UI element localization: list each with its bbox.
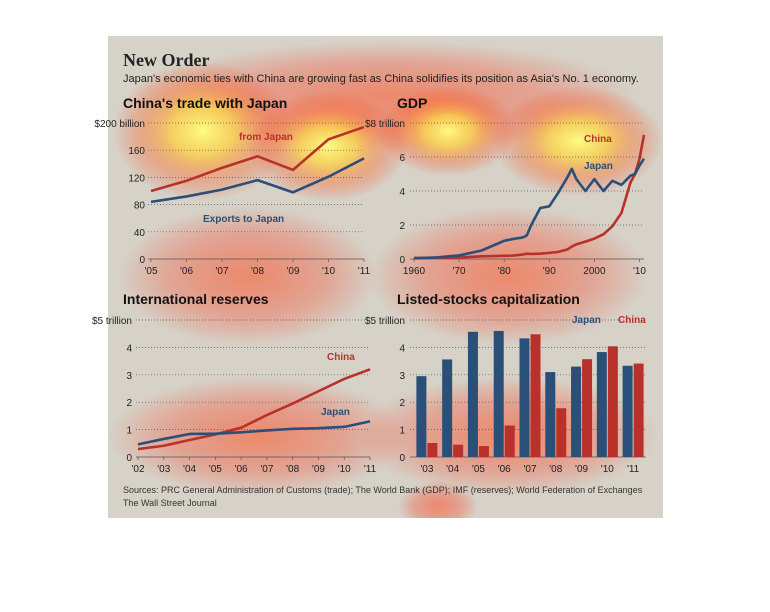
stocks-bar-china bbox=[504, 425, 515, 457]
stocks-bar-china bbox=[453, 444, 464, 457]
reserves-xtick-label: '09 bbox=[312, 464, 325, 475]
trade-ytick-label: 80 bbox=[134, 201, 146, 212]
gdp-xtick-label: 1960 bbox=[403, 266, 426, 277]
stocks-bar-japan bbox=[622, 365, 633, 457]
stocks-bar-japan bbox=[442, 359, 453, 457]
reserves-xtick-label: '05 bbox=[209, 464, 222, 475]
chart-title-stocks: Listed-stocks capitalization bbox=[397, 291, 580, 307]
stocks-xtick-label: '04 bbox=[446, 464, 459, 475]
trade-label-exports: Exports to Japan bbox=[203, 214, 284, 225]
reserves-ytick-label: 4 bbox=[126, 343, 132, 354]
trade-ytick-label: 0 bbox=[139, 255, 145, 266]
trade-ytick-label: 120 bbox=[128, 173, 145, 184]
reserves-label-china: China bbox=[327, 352, 355, 363]
gdp-xtick-label: 2000 bbox=[583, 266, 606, 277]
stocks-bar-china bbox=[607, 346, 618, 457]
infographic-panel: New Order Japan's economic ties with Chi… bbox=[92, 36, 663, 518]
stocks-bar-china bbox=[582, 359, 593, 457]
stocks-bar-japan bbox=[571, 366, 582, 457]
infographic-subtitle: Japan's economic ties with China are gro… bbox=[123, 73, 639, 85]
stocks-legend-china: China bbox=[618, 315, 646, 326]
reserves-xtick-label: '10 bbox=[338, 464, 351, 475]
trade-xtick-label: '06 bbox=[180, 266, 193, 277]
reserves-ytick-label: 0 bbox=[126, 453, 132, 464]
gdp-xtick-label: '10 bbox=[633, 266, 646, 277]
reserves-series-japan bbox=[137, 420, 371, 446]
trade-ytick-label: 40 bbox=[134, 228, 146, 239]
gdp-ytick-label: 0 bbox=[399, 255, 405, 266]
reserves-xtick-label: '04 bbox=[183, 464, 196, 475]
reserves-xtick-label: '07 bbox=[260, 464, 273, 475]
stocks-bar-china bbox=[556, 408, 567, 457]
stocks-xtick-label: '08 bbox=[549, 464, 562, 475]
gdp-series-china bbox=[413, 134, 646, 260]
reserves-xtick-label: '06 bbox=[235, 464, 248, 475]
chart-title-gdp: GDP bbox=[397, 95, 428, 111]
stocks-bar-japan bbox=[493, 330, 504, 457]
credit-note: The Wall Street Journal bbox=[123, 498, 217, 508]
stocks-legend-japan: Japan bbox=[572, 315, 601, 326]
reserves-ytick-label: 1 bbox=[126, 426, 132, 437]
stocks-ytick-label: 3 bbox=[399, 371, 405, 382]
stocks-ytick-label: 4 bbox=[399, 343, 405, 354]
reserves-xtick-label: '08 bbox=[286, 464, 299, 475]
stocks-xtick-label: '10 bbox=[601, 464, 614, 475]
chart-title-trade: China's trade with Japan bbox=[123, 95, 288, 111]
trade-ytick-label: $200 billion bbox=[94, 119, 145, 130]
reserves-series-china bbox=[137, 368, 371, 451]
trade-xtick-label: '10 bbox=[322, 266, 335, 277]
trade-series-exports-to-japan bbox=[150, 157, 365, 204]
trade-label-imports: from Japan bbox=[239, 132, 293, 143]
gdp-ytick-label: $8 trillion bbox=[365, 119, 405, 130]
stocks-ytick-label: 0 bbox=[399, 453, 405, 464]
reserves-ytick-label: 3 bbox=[126, 371, 132, 382]
reserves-xtick-label: '02 bbox=[131, 464, 144, 475]
stocks-ytick-label: $5 trillion bbox=[365, 316, 405, 327]
stocks-bar-japan bbox=[416, 376, 427, 457]
reserves-xtick-label: '11 bbox=[364, 464, 377, 475]
stocks-xtick-label: '05 bbox=[472, 464, 485, 475]
trade-series-imports-from-japan bbox=[150, 125, 365, 193]
trade-xtick-label: '05 bbox=[144, 266, 157, 277]
gdp-xtick-label: '90 bbox=[543, 266, 556, 277]
infographic-title: New Order bbox=[123, 50, 210, 70]
stocks-bar-japan bbox=[519, 338, 530, 457]
trade-xtick-label: '08 bbox=[251, 266, 264, 277]
stocks-xtick-label: '11 bbox=[627, 464, 640, 475]
stocks-xtick-label: '06 bbox=[498, 464, 511, 475]
stocks-bar-japan bbox=[467, 331, 478, 457]
trade-xtick-label: '09 bbox=[286, 266, 299, 277]
reserves-label-japan: Japan bbox=[321, 407, 350, 418]
gdp-ytick-label: 4 bbox=[399, 187, 405, 198]
stocks-xtick-label: '09 bbox=[575, 464, 588, 475]
chart-title-reserves: International reserves bbox=[123, 291, 269, 307]
reserves-ytick-label: 2 bbox=[126, 398, 132, 409]
stocks-bar-japan bbox=[596, 352, 607, 457]
stocks-bar-china bbox=[427, 443, 438, 457]
sources-note: Sources: PRC General Administration of C… bbox=[123, 485, 643, 495]
trade-ytick-label: 160 bbox=[128, 146, 145, 157]
stocks-ytick-label: 2 bbox=[399, 398, 405, 409]
gdp-xtick-label: '70 bbox=[453, 266, 466, 277]
stocks-xtick-label: '07 bbox=[523, 464, 536, 475]
reserves-xtick-label: '03 bbox=[157, 464, 170, 475]
stocks-bar-china bbox=[478, 446, 489, 457]
stocks-ytick-label: 1 bbox=[399, 426, 405, 437]
stocks-bar-japan bbox=[545, 372, 556, 457]
gdp-ytick-label: 2 bbox=[399, 221, 405, 232]
trade-xtick-label: '07 bbox=[215, 266, 228, 277]
reserves-ytick-label: $5 trillion bbox=[92, 316, 132, 327]
gdp-xtick-label: '80 bbox=[498, 266, 511, 277]
stocks-bar-china bbox=[633, 363, 644, 457]
gdp-label-japan: Japan bbox=[584, 161, 613, 172]
trade-xtick-label: '11 bbox=[358, 266, 371, 277]
gdp-series-japan bbox=[413, 157, 646, 260]
stocks-xtick-label: '03 bbox=[420, 464, 433, 475]
stocks-bar-china bbox=[530, 334, 541, 457]
gdp-label-china: China bbox=[584, 134, 612, 145]
gdp-ytick-label: 6 bbox=[399, 153, 405, 164]
